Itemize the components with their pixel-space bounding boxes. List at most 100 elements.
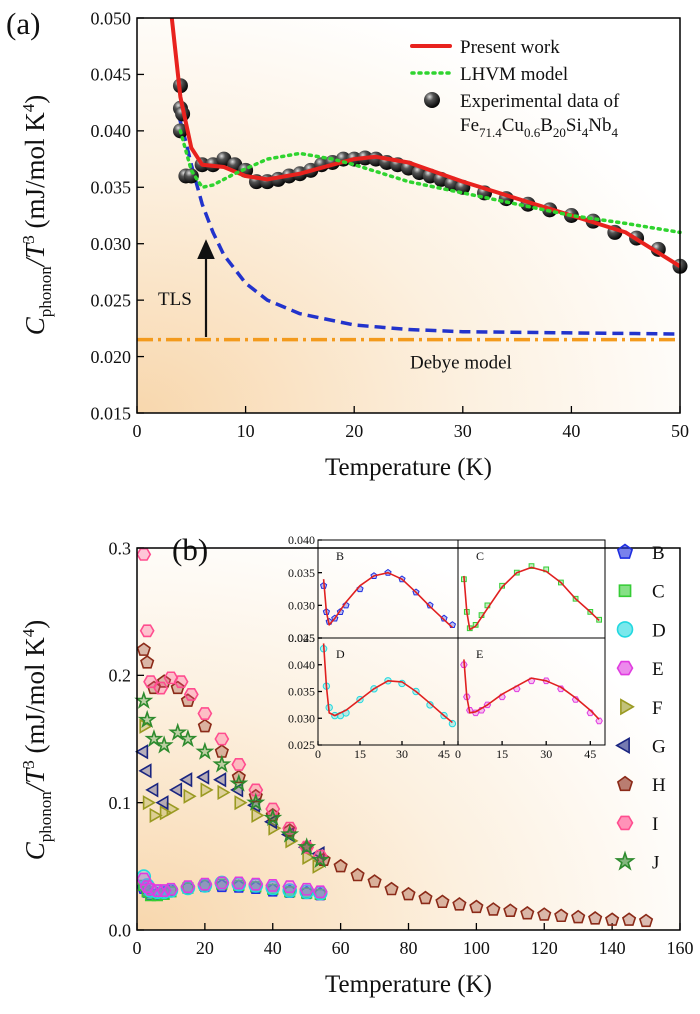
inset-label: B (336, 549, 344, 563)
data-point (197, 707, 213, 720)
data-point (183, 688, 199, 701)
plot-frame (136, 17, 681, 414)
y-axis-label-part: ) (20, 620, 50, 629)
series-line (463, 566, 600, 631)
data-point (231, 876, 247, 890)
x-tick-label: 140 (599, 938, 626, 958)
legend-label: G (652, 737, 666, 758)
data-point (418, 890, 433, 905)
data-point (469, 899, 484, 914)
legend-symbol (616, 621, 634, 638)
data-point (638, 913, 654, 928)
data-point (144, 729, 164, 748)
data-point (134, 690, 154, 709)
legend-label: Present work (460, 37, 560, 58)
x-tick-label: 15 (354, 747, 366, 761)
inset-label: D (336, 647, 345, 661)
y-tick-label: 0.1 (109, 793, 132, 813)
legend-label: E (652, 659, 664, 680)
data-point (302, 849, 316, 865)
data-point (213, 772, 227, 788)
y-axis-label-part: 4 (19, 103, 38, 112)
data-point (234, 795, 248, 811)
x-tick-label: 120 (531, 938, 558, 958)
data-point (229, 773, 249, 792)
legend-formula-part: 71.4 (479, 125, 502, 140)
data-point (263, 807, 283, 827)
data-point (214, 732, 230, 746)
data-point (333, 858, 348, 873)
legend-label: I (652, 814, 658, 835)
data-point (604, 912, 620, 926)
legend-symbol (615, 736, 630, 755)
data-point (251, 807, 265, 823)
data-point (231, 758, 247, 771)
data-point (183, 788, 197, 804)
legend-symbol (618, 584, 632, 598)
data-point (163, 882, 179, 896)
panel-label: (b) (172, 532, 208, 567)
series-line (178, 129, 682, 235)
data-point (183, 168, 199, 184)
data-point (159, 805, 173, 821)
legend-symbol (620, 698, 635, 716)
x-axis-label: Temperature (K) (325, 454, 492, 481)
panel-label: (a) (6, 6, 40, 41)
legend-label: H (652, 775, 666, 796)
series-line (463, 659, 600, 720)
data-point (138, 763, 152, 779)
y-axis-label: Cphonon/T3 (mJ/mol K4) (19, 620, 55, 861)
data-point (196, 769, 210, 785)
legend-label: Experimental data of (460, 91, 620, 112)
y-axis-label-part: ) (20, 95, 50, 104)
legend-formula-part: Nb (588, 115, 611, 136)
data-point (163, 671, 179, 685)
x-tick-label: 0 (133, 938, 142, 958)
data-point (503, 903, 518, 917)
y-axis-label-part: 3 (19, 235, 38, 244)
x-tick-label: 45 (438, 747, 450, 761)
legend-label: C (652, 582, 665, 603)
y-tick-label: 0.020 (91, 347, 132, 367)
data-point (217, 784, 231, 801)
legend-symbol (614, 850, 636, 871)
x-tick-label: 45 (584, 747, 596, 761)
y-tick-label: 0.030 (91, 234, 132, 254)
data-point (180, 880, 196, 894)
tls-label: TLS (158, 289, 192, 310)
x-tick-label: 50 (671, 421, 689, 441)
y-tick-label: 0.030 (288, 599, 315, 613)
inset-panel: 0 15 30 45 E (455, 637, 606, 761)
data-point (435, 894, 450, 909)
data-point (178, 729, 198, 748)
legend-formula: Fe71.4Cu0.6B20Si4Nb4 (460, 115, 618, 140)
x-tick-label: 30 (454, 421, 472, 441)
y-axis-label-part: 3 (19, 760, 38, 769)
data-point (571, 696, 580, 703)
data-point (153, 681, 169, 695)
debye-label: Debye model (410, 353, 512, 374)
data-point (135, 744, 149, 760)
x-tick-label: 15 (496, 747, 508, 761)
y-tick-label: 0.015 (91, 403, 132, 423)
data-point (197, 718, 213, 733)
y-axis-label-part: (mJ/mol K (20, 112, 50, 236)
y-axis-label-part: phonon (36, 791, 55, 843)
data-point (310, 849, 330, 869)
data-point (282, 880, 298, 894)
y-axis-label-part: /T (20, 242, 50, 269)
legend-formula-part: 20 (553, 125, 566, 140)
x-tick-label: 10 (237, 421, 255, 441)
x-tick-label: 40 (562, 421, 580, 441)
y-tick-label: 0.030 (288, 711, 315, 725)
data-point (265, 879, 281, 892)
series-line (322, 571, 453, 629)
data-point (248, 877, 264, 891)
x-tick-label: 30 (540, 747, 552, 761)
data-point (350, 867, 365, 882)
series-line (169, 17, 682, 268)
legend-symbol (616, 660, 634, 676)
y-axis-label-part: 4 (19, 628, 38, 637)
data-point (595, 717, 603, 725)
